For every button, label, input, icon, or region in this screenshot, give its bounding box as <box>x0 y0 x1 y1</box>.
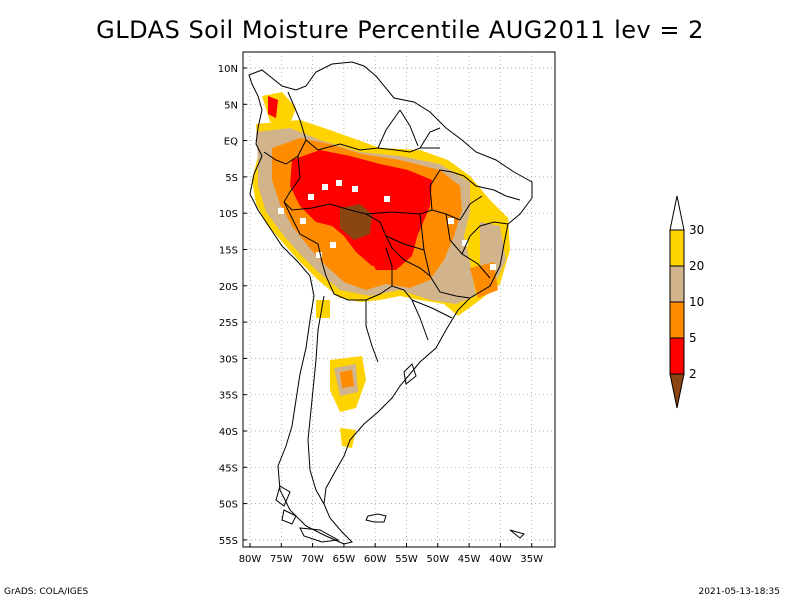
colorbar-label: 2 <box>689 367 697 381</box>
lat-tick-label: 15S <box>219 246 238 257</box>
shading-yellow <box>316 300 330 318</box>
lat-tick-label: 10S <box>219 209 238 220</box>
lon-tick-label: 55W <box>395 554 418 565</box>
lat-tick-label: 35S <box>219 391 238 402</box>
colorbar-label: 20 <box>689 259 704 273</box>
lon-tick-label: 75W <box>270 554 293 565</box>
shading-yellow <box>340 428 356 448</box>
lat-tick-label: 45S <box>219 463 238 474</box>
shading-gap <box>448 218 454 224</box>
lon-tick-label: 45W <box>458 554 481 565</box>
lon-tick-label: 65W <box>333 554 356 565</box>
map-title: GLDAS Soil Moisture Percentile AUG2011 l… <box>96 16 704 44</box>
shading-orange <box>470 262 498 298</box>
footer-credit: GrADS: COLA/IGES <box>4 587 89 597</box>
falkland-islands <box>365 513 387 523</box>
lon-tick-label: 35W <box>520 554 543 565</box>
coastline <box>248 61 533 545</box>
lat-tick-label: EQ <box>224 137 238 148</box>
shading-orange <box>340 370 354 388</box>
lagoa-dos-patos <box>403 363 417 385</box>
shading-gap <box>278 208 284 214</box>
country-borders <box>263 91 453 505</box>
colorbar-top-arrow <box>669 195 685 231</box>
shading-yellow <box>262 92 296 124</box>
colorbar-segment <box>669 229 685 267</box>
shading-gap <box>490 264 496 270</box>
lat-tick-label: 50S <box>219 500 238 511</box>
shading-gap <box>384 196 390 202</box>
colorbar-label: 5 <box>689 331 697 345</box>
colorbar: 30 20 10 5 2 <box>669 195 704 409</box>
shading-red <box>268 96 278 118</box>
shading-gap <box>322 184 328 190</box>
lat-tick-label: 30S <box>219 354 238 365</box>
lat-tick-label: 20S <box>219 282 238 293</box>
colorbar-bottom-arrow <box>669 373 685 409</box>
colorbar-segment <box>669 337 685 375</box>
south-america-coastline <box>248 61 533 545</box>
shading-gap <box>308 194 314 200</box>
lon-tick-label: 60W <box>364 554 387 565</box>
shading-gap <box>352 186 358 192</box>
lon-tick-label: 50W <box>426 554 449 565</box>
lat-tick-label: 5S <box>225 173 238 184</box>
shading-red <box>366 212 420 270</box>
map-frame <box>242 51 556 548</box>
soil-moisture-shading <box>252 92 510 448</box>
colorbar-segment <box>669 301 685 339</box>
colorbar-label: 30 <box>689 223 704 237</box>
shading-gap <box>316 252 322 258</box>
footer-timestamp: 2021-05-13-18:35 <box>698 587 781 597</box>
lat-tick-label: 25S <box>219 318 238 329</box>
shading-gap <box>300 218 306 224</box>
lat-tick-label: 55S <box>219 536 238 547</box>
shading-gap <box>330 242 336 248</box>
lon-tick-label: 80W <box>239 554 262 565</box>
south-georgia <box>509 529 525 539</box>
state-borders <box>365 169 521 299</box>
shading-gap <box>462 240 468 246</box>
chile-islands <box>275 485 297 525</box>
colorbar-label: 10 <box>689 295 704 309</box>
lon-tick-label: 70W <box>301 554 324 565</box>
shading-gap <box>336 180 342 186</box>
axis-ticks: 10N 5N EQ 5S 10S 15S 20S 25S 30S 35S 40S 45S 50S 55S8… <box>218 64 543 565</box>
lat-tick-label: 5N <box>224 100 238 111</box>
tierra-del-fuego <box>299 527 340 543</box>
lat-tick-label: 40S <box>219 427 238 438</box>
lat-tick-label: 10N <box>218 64 238 75</box>
colorbar-segment <box>669 265 685 303</box>
lon-tick-label: 40W <box>489 554 512 565</box>
